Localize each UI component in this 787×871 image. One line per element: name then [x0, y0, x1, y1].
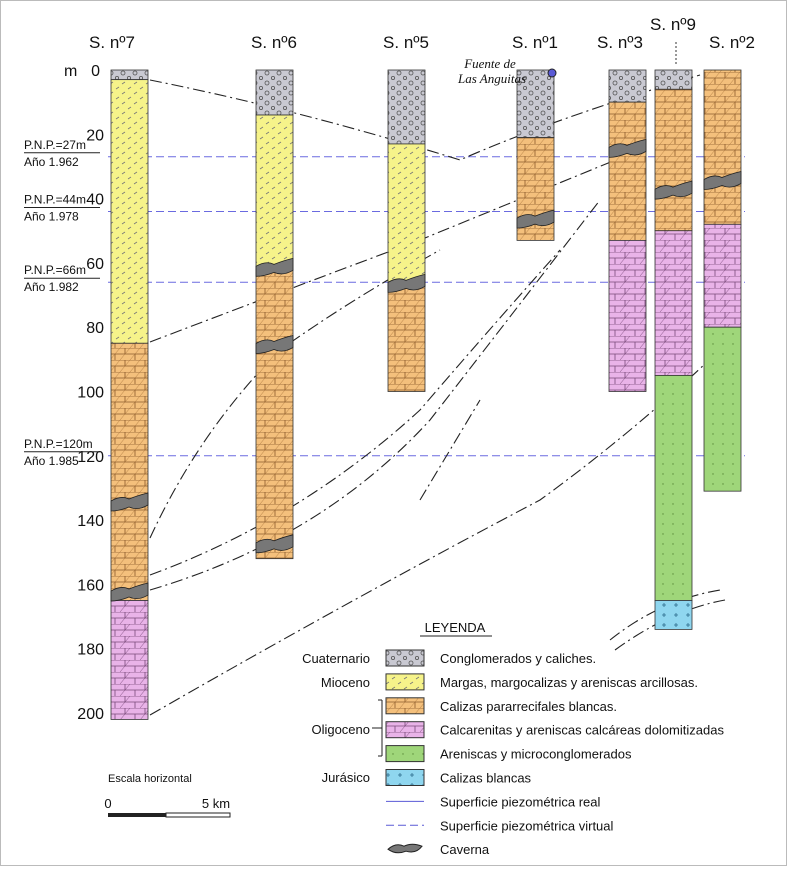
layer — [654, 69, 693, 90]
cave — [516, 209, 555, 229]
depth-tick: 180 — [77, 642, 104, 659]
layer — [387, 143, 426, 286]
legend-cave — [387, 843, 423, 854]
layer — [608, 69, 647, 103]
water-level-year: Año 1.962 — [24, 155, 79, 169]
water-level-year: Año 1.982 — [24, 280, 79, 294]
legend-item: Calizas blancas — [440, 771, 532, 786]
water-level: P.N.P.=120m — [24, 437, 93, 451]
water-level: P.N.P.=27m — [24, 138, 86, 152]
depth-tick: 20 — [86, 127, 104, 144]
legend-swatch — [385, 745, 425, 763]
borehole-label: S. nº2 — [709, 33, 755, 52]
legend-swatch — [385, 673, 425, 691]
water-level: P.N.P.=66m — [24, 263, 86, 277]
legend-group: Mioceno — [321, 675, 370, 690]
layer — [703, 69, 742, 225]
spring-marker — [547, 68, 557, 78]
scale-start: 0 — [104, 796, 111, 811]
layer — [608, 101, 647, 241]
legend-item: Margas, margocalizas y areniscas arcillo… — [440, 675, 698, 690]
borehole-label: S. nº1 — [512, 33, 558, 52]
layer — [703, 326, 742, 492]
cave — [110, 492, 149, 512]
legend-title: LEYENDA — [425, 620, 486, 635]
legend-item: Superficie piezométrica virtual — [440, 818, 614, 833]
cave — [703, 171, 742, 190]
legend-item: Areniscas y microconglomerados — [440, 747, 632, 762]
water-level-year: Año 1.978 — [24, 209, 79, 223]
layer — [654, 88, 693, 232]
spring-label: Fuente de — [463, 56, 516, 71]
depth-tick: 200 — [77, 706, 104, 723]
layer — [387, 285, 426, 392]
axis-unit: m — [64, 63, 77, 80]
water-level-year: Año 1.985 — [24, 454, 79, 468]
layer — [608, 239, 647, 392]
depth-tick: 0 — [91, 63, 100, 80]
legend-group: Jurásico — [322, 770, 370, 785]
layer — [255, 114, 294, 270]
cave — [387, 273, 426, 293]
depth-tick: 120 — [77, 449, 104, 466]
legend-swatch — [385, 769, 425, 786]
borehole-label: S. nº3 — [597, 33, 643, 52]
borehole-label: S. nº5 — [383, 33, 429, 52]
layer — [654, 230, 693, 376]
layer — [255, 69, 294, 116]
layer — [387, 69, 426, 145]
cave — [654, 180, 693, 200]
depth-tick: 60 — [86, 256, 104, 273]
depth-tick: 80 — [86, 320, 104, 337]
layer — [110, 600, 149, 720]
cave — [255, 334, 294, 354]
cave — [608, 138, 647, 158]
legend-item: Conglomerados y caliches. — [440, 651, 596, 666]
legend-item: Calizas pararrecifales blancas. — [440, 699, 617, 714]
legend-item: Superficie piezométrica real — [440, 794, 601, 809]
legend-group: Oligoceno — [311, 722, 370, 737]
borehole-label: S. nº7 — [89, 33, 135, 52]
cave — [255, 257, 294, 277]
layer — [654, 600, 693, 630]
legend-item: Calcarenitas y areniscas calcáreas dolom… — [440, 723, 724, 738]
depth-tick: 100 — [77, 385, 104, 402]
legend-item: Caverna — [440, 842, 490, 857]
legend-swatch — [385, 697, 425, 715]
cave — [255, 534, 294, 554]
scale-bar — [165, 812, 231, 818]
borehole-label: S. nº9 — [650, 15, 696, 34]
depth-tick: 160 — [77, 577, 104, 594]
layer — [110, 69, 149, 81]
legend-swatch — [385, 721, 425, 739]
depth-tick: 140 — [77, 513, 104, 530]
bracket — [372, 699, 383, 757]
layer — [703, 223, 742, 328]
water-level: P.N.P.=44m — [24, 192, 86, 206]
cave — [110, 582, 149, 602]
scale-bar — [108, 813, 166, 817]
layer — [110, 79, 149, 344]
layer — [654, 375, 693, 601]
borehole-label: S. nº6 — [251, 33, 297, 52]
legend-group: Cuaternario — [302, 651, 370, 666]
depth-tick: 40 — [86, 192, 104, 209]
legend-swatch — [385, 649, 425, 667]
layer — [255, 268, 294, 560]
scale-end: 5 km — [202, 796, 230, 811]
scale-title: Escala horizontal — [108, 773, 192, 785]
layer — [110, 342, 149, 601]
spring-label: Las Anguitas — [457, 71, 526, 86]
